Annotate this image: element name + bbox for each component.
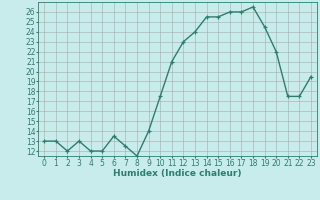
X-axis label: Humidex (Indice chaleur): Humidex (Indice chaleur) [113, 169, 242, 178]
